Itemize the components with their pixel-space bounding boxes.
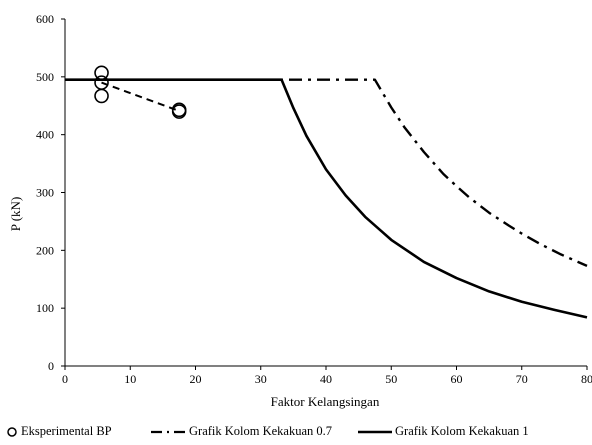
- x-tick-label: 20: [190, 372, 202, 386]
- tick-labels: 0 10 20 30 40 50 60 70 80 0 100 200 300 400 500 600: [36, 12, 592, 386]
- x-axis-title: Faktor Kelangsingan: [271, 394, 380, 409]
- y-tick-label: 600: [36, 12, 54, 26]
- axes: [61, 18, 588, 370]
- y-tick-label: 300: [36, 186, 54, 200]
- x-tick-label: 50: [385, 372, 397, 386]
- legend-dash-dot-line: [151, 430, 185, 433]
- x-tick-label: 0: [62, 372, 68, 386]
- plot-area: [65, 65, 588, 319]
- x-tick-label: 70: [516, 372, 528, 386]
- x-tick-label: 30: [255, 372, 267, 386]
- y-tick-label: 500: [36, 70, 54, 84]
- data-point-experimental: [94, 65, 109, 81]
- legend-item-kekakuan-0-7: Grafik Kolom Kekakuan 0.7: [150, 424, 332, 439]
- legend-label: Grafik Kolom Kekakuan 1: [395, 424, 529, 438]
- legend-circle-marker: [7, 426, 17, 437]
- y-tick-label: 400: [36, 128, 54, 142]
- x-tick-label: 80: [581, 372, 592, 386]
- legend-label: Eksperimental BP: [21, 424, 112, 438]
- legend: Eksperimental BP Grafik Kolom Kekakuan 0…: [0, 424, 592, 442]
- legend-label: Grafik Kolom Kekakuan 0.7: [189, 424, 333, 438]
- x-tick-label: 40: [320, 372, 332, 386]
- y-tick-label: 200: [36, 243, 54, 257]
- y-axis-title: P (kN): [8, 197, 23, 232]
- x-tick-label: 60: [451, 372, 463, 386]
- chart: 0 10 20 30 40 50 60 70 80 0 100 200 300 400 500 600 P (…: [8, 12, 592, 409]
- data-point-experimental: [171, 104, 187, 119]
- series-trend-experimental: [101, 81, 180, 112]
- series-line-kekakuan-1: [65, 78, 588, 319]
- series-line-kekakuan-0-7: [65, 78, 588, 267]
- data-point-experimental: [94, 88, 109, 104]
- y-tick-label: 0: [48, 359, 54, 373]
- legend-item-kekakuan-1: Grafik Kolom Kekakuan 1: [358, 424, 529, 439]
- y-tick-label: 100: [36, 301, 54, 315]
- legend-item-experimental: Eksperimental BP: [6, 424, 112, 439]
- x-tick-label: 10: [124, 372, 136, 386]
- legend-solid-line: [358, 430, 392, 433]
